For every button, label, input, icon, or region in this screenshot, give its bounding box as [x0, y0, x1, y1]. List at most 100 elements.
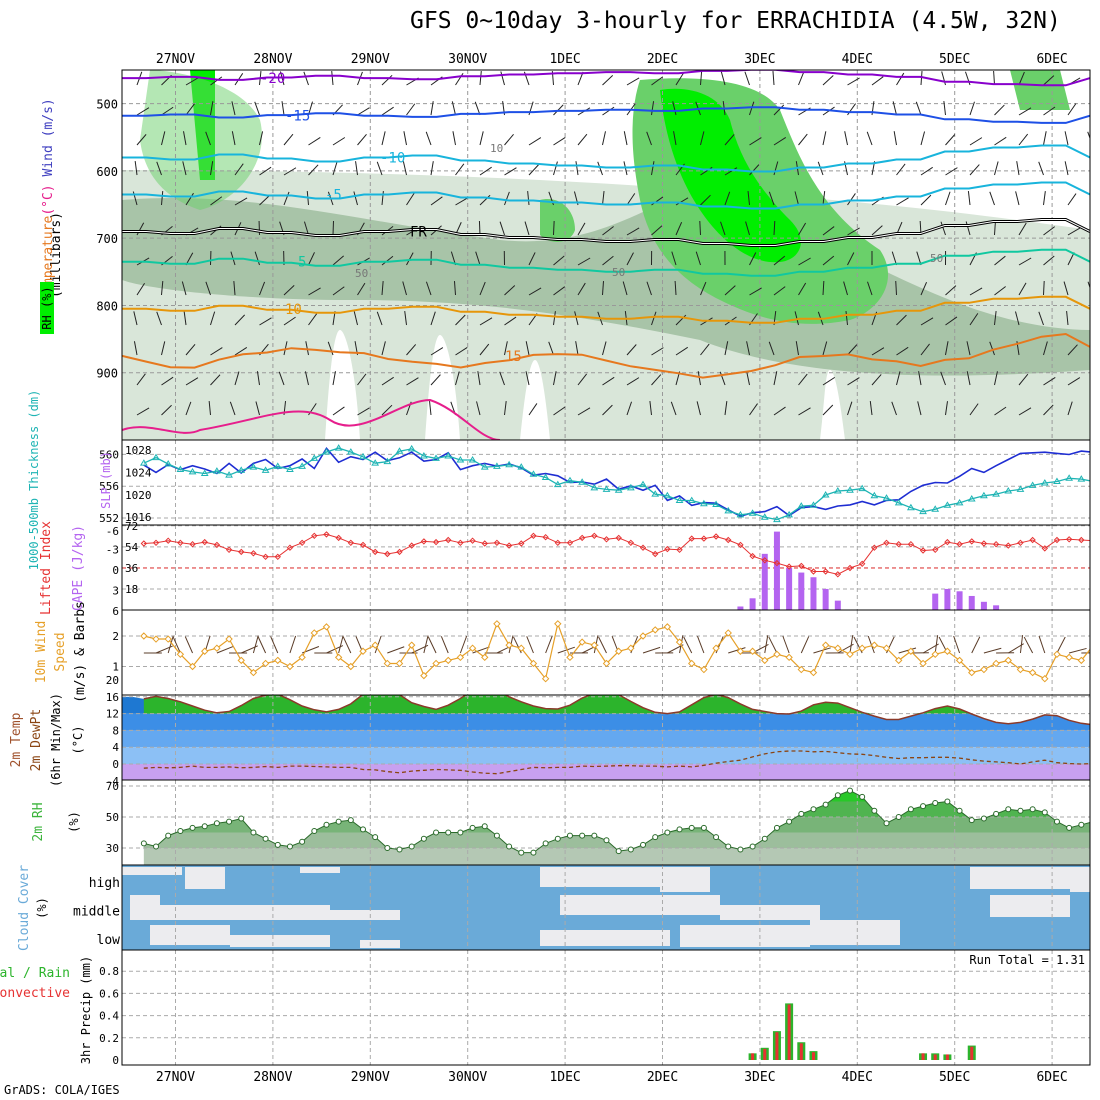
slp-ytick: 1020 [125, 489, 152, 502]
wind-speed-point [748, 647, 757, 655]
wind-barb [798, 373, 808, 386]
top-date-label: 5DEC [939, 52, 970, 67]
rh2m-point [347, 817, 354, 824]
wind-barb [1038, 311, 1044, 326]
thickness-point [164, 459, 173, 467]
top-date-label: 6DEC [1036, 52, 1067, 67]
cloud-clear-patch [970, 867, 1090, 889]
wind-barb [1018, 257, 1032, 266]
rh2m-point [457, 829, 464, 836]
wind-barb [455, 346, 468, 356]
wind-barb [136, 282, 145, 296]
wind-barb [1093, 197, 1100, 205]
thickness-point [517, 463, 526, 470]
wind-barb [430, 101, 434, 116]
thickness-point [566, 476, 574, 484]
cloud-clear-patch [540, 867, 660, 887]
wind-barb [822, 191, 826, 206]
wind-barb [967, 191, 971, 206]
rh2m-point [286, 843, 293, 850]
rh-band [143, 817, 1090, 833]
upper-air-ytick: 900 [96, 367, 118, 381]
thickness-line [143, 447, 1090, 521]
wind-barb [651, 225, 663, 236]
rh2m-point [907, 806, 914, 813]
wind-barb [455, 197, 468, 206]
precip-frame [121, 949, 1091, 1066]
rh2m-point [944, 798, 951, 805]
wind-speed-point [992, 659, 1000, 668]
rh2m-point [213, 820, 220, 827]
wind-barb [500, 71, 505, 86]
top-date-label: 30NOV [448, 52, 487, 67]
thickness-point [955, 498, 964, 506]
wind-barb [798, 257, 811, 266]
rh2m-point [810, 806, 817, 813]
wind-barb [969, 137, 983, 146]
lifted-index-point [846, 564, 854, 572]
wind-barb-10m [1019, 635, 1024, 654]
wind-barb [479, 131, 484, 146]
rh2m-point [311, 827, 318, 834]
lifted-index-point [822, 568, 829, 575]
wind-barb [1038, 161, 1044, 176]
rh2m-point [676, 826, 683, 833]
wind-barb [1087, 131, 1090, 140]
rh-dry-region [325, 330, 360, 440]
lifted-index-point [481, 540, 488, 547]
rh2m-point [384, 845, 391, 851]
rh2m-point [323, 821, 330, 828]
wind-barb [525, 341, 530, 356]
wind-barb [1018, 407, 1032, 416]
thickness-point [395, 447, 404, 454]
thickness-point [346, 448, 355, 455]
wind-barb [353, 191, 358, 206]
thickness-point [919, 507, 927, 515]
wind-speed-point [554, 620, 562, 628]
thickness-point [906, 503, 915, 511]
thickness-point [334, 444, 343, 451]
thickness-point [298, 462, 307, 469]
rh-contour-label: 50 [612, 266, 625, 279]
thickness-point [1016, 485, 1025, 492]
wind-barb [553, 311, 556, 326]
wind-speed-point [882, 644, 891, 652]
rh2m-point [481, 823, 488, 830]
rh-contour-label: 50 [355, 267, 368, 280]
wind-barb [355, 161, 358, 176]
wind-barb [283, 133, 294, 146]
rh2m-point [530, 849, 537, 856]
thickness-point [1040, 479, 1049, 486]
precip-ytick: 0.2 [99, 1032, 119, 1045]
wind-barb [479, 343, 490, 356]
legend-title-part: (°C) [41, 177, 56, 216]
thickness-point [249, 463, 258, 470]
wind-barb [161, 106, 174, 116]
wind-ylabel-line2: Speed [53, 632, 68, 671]
thickness-point [590, 483, 599, 491]
wind-speed-point [1065, 653, 1073, 662]
rh2m-point [165, 832, 172, 839]
thickness-point [505, 460, 513, 468]
lifted-index-point [311, 532, 318, 540]
thickness-point [724, 506, 733, 514]
wind-barb [181, 281, 187, 296]
wind-speed-point [688, 659, 696, 668]
temp-ylabel-line3: (6hr Min/Max) [49, 693, 63, 787]
lifted-index-ytick: -3 [106, 544, 119, 557]
rh-band [143, 848, 1090, 865]
wind-barb [749, 252, 757, 266]
wind-barb [989, 191, 995, 206]
lifted-index-point [883, 539, 890, 547]
wind-barb [406, 377, 419, 386]
freezing-line-inner [122, 219, 1090, 246]
wind-ylabel-line1: 10m Wind [34, 621, 49, 684]
rh2m-point [968, 817, 975, 824]
wind-barb [575, 341, 579, 356]
cape-ytick: 36 [125, 562, 138, 575]
wind-barb [430, 374, 441, 386]
wind-barb [699, 220, 701, 236]
rh-ylabel-line2: (%) [67, 811, 81, 833]
wind-barb [182, 161, 187, 176]
wind-barb [798, 282, 807, 296]
